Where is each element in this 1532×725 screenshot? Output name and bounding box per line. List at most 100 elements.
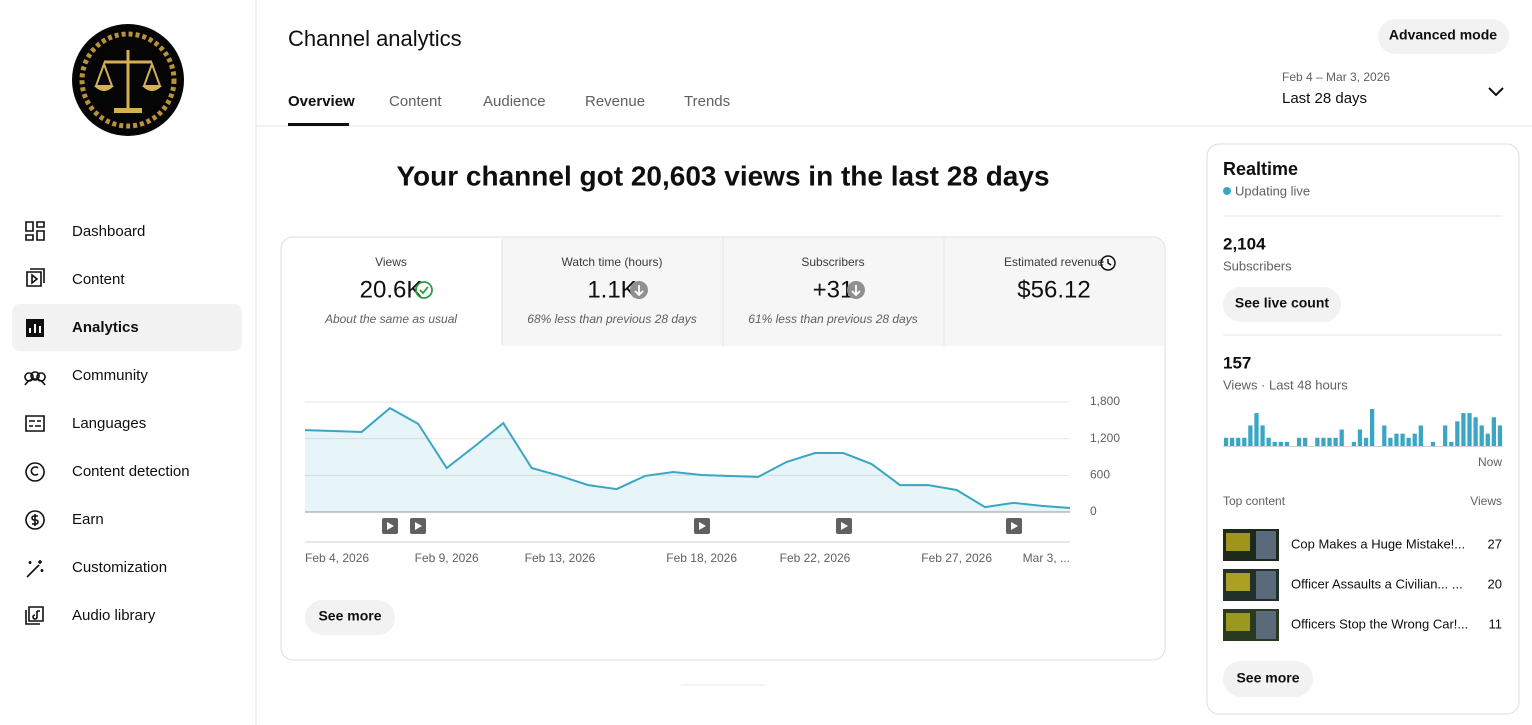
- metric-value[interactable]: $56.12: [1017, 276, 1090, 303]
- nav-item[interactable]: Earn: [72, 511, 104, 528]
- video-views: 20: [1488, 576, 1502, 591]
- nav-icon: [26, 560, 44, 578]
- period[interactable]: Last 28 days: [1282, 90, 1367, 107]
- metric-label[interactable]: Watch time (hours): [562, 255, 663, 269]
- top-content-label: Top content: [1223, 494, 1286, 508]
- bar: [1230, 437, 1235, 446]
- bar: [1473, 417, 1478, 446]
- metric-label[interactable]: Subscribers: [801, 255, 864, 269]
- x-tick-label: Feb 4, 2026: [305, 551, 369, 565]
- video-marker-play: [415, 522, 422, 530]
- nav-icon-bars: [29, 324, 41, 333]
- metric-tabs-inactive: [502, 238, 1164, 346]
- metric-label[interactable]: Views: [375, 255, 407, 269]
- period-dropdown[interactable]: [1488, 87, 1504, 97]
- realtime-see-more-label[interactable]: See more: [1236, 670, 1299, 686]
- tab[interactable]: Trends: [684, 93, 730, 110]
- realtime-views: 157: [1223, 353, 1251, 372]
- bar: [1406, 437, 1411, 446]
- x-axis-label: Now: [1478, 455, 1502, 469]
- metric-value[interactable]: 20.6K: [360, 276, 423, 303]
- bar: [1296, 437, 1302, 446]
- video-title[interactable]: Officers Stop the Wrong Car!...: [1291, 616, 1468, 631]
- date-range: Feb 4 – Mar 3, 2026: [1282, 70, 1390, 84]
- bar: [1370, 409, 1375, 446]
- x-tick-label: Feb 22, 2026: [780, 551, 851, 565]
- metric-label[interactable]: Estimated revenue: [1004, 255, 1104, 269]
- tab[interactable]: Content: [389, 93, 442, 110]
- video-marker-play: [387, 522, 394, 530]
- metric-note: About the same as usual: [324, 312, 457, 326]
- nav-icon: [25, 462, 45, 482]
- metrics: Views 20.6K About the same as usual Watch t…: [324, 255, 1104, 326]
- see-more-label[interactable]: See more: [318, 608, 381, 624]
- see-more-button[interactable]: [305, 600, 395, 635]
- bar: [1272, 441, 1277, 446]
- bar: [1339, 429, 1344, 446]
- area: [305, 408, 1070, 512]
- tab[interactable]: Audience: [483, 93, 546, 110]
- nav-item[interactable]: Audio library: [72, 607, 156, 624]
- bar: [1394, 433, 1399, 446]
- bar: [1303, 437, 1308, 446]
- active-nav-background: [12, 304, 242, 351]
- clock-icon: [1100, 255, 1116, 271]
- realtime-see-more-button[interactable]: [1223, 661, 1313, 697]
- x-tick-label: Mar 3, ...: [1023, 551, 1070, 565]
- y-tick-label: 0: [1090, 504, 1097, 518]
- y-tick-label: 1,800: [1090, 394, 1120, 408]
- thumbnail-accent: [1256, 531, 1276, 559]
- nav-icon: [25, 221, 45, 241]
- live-count-button[interactable]: [1223, 287, 1341, 322]
- nav-item[interactable]: Content: [72, 271, 125, 288]
- channel-logo[interactable]: [72, 24, 184, 136]
- nav-item[interactable]: Customization: [72, 559, 167, 576]
- video-title[interactable]: Officer Assaults a Civilian... ...: [1291, 576, 1463, 591]
- advanced-mode-label[interactable]: Advanced mode: [1389, 27, 1497, 43]
- video-title[interactable]: Cop Makes a Huge Mistake!...: [1291, 536, 1465, 551]
- nav-item[interactable]: Analytics: [72, 319, 139, 336]
- realtime-views-label: Views · Last 48 hours: [1223, 377, 1348, 392]
- bar: [1278, 441, 1283, 446]
- bar: [1236, 437, 1241, 446]
- bar: [1491, 417, 1496, 446]
- bar: [1333, 437, 1338, 446]
- nav-item[interactable]: Languages: [72, 415, 146, 432]
- bar: [1443, 425, 1448, 446]
- live-dot: [1223, 187, 1231, 195]
- bar: [1461, 413, 1466, 446]
- live-count-label[interactable]: See live count: [1235, 295, 1329, 311]
- realtime-title: Realtime: [1223, 159, 1298, 179]
- bar: [1449, 441, 1454, 446]
- nav-icon: [24, 371, 46, 386]
- x-tick-label: Feb 27, 2026: [921, 551, 992, 565]
- bar: [1321, 437, 1326, 446]
- bar: [1363, 437, 1369, 446]
- bar: [1485, 433, 1490, 446]
- bar: [1357, 429, 1363, 446]
- metric-value[interactable]: +31: [813, 276, 854, 303]
- advanced-mode-button[interactable]: [1378, 19, 1509, 54]
- nav-item[interactable]: Community: [72, 367, 148, 384]
- bar: [1412, 433, 1417, 446]
- metric-value[interactable]: 1.1K: [587, 276, 636, 303]
- bar: [1254, 413, 1259, 446]
- bar: [1400, 433, 1405, 446]
- x-tick-label: Feb 13, 2026: [525, 551, 596, 565]
- status-check: [415, 281, 433, 299]
- nav-icon: [25, 606, 44, 625]
- bar: [1430, 441, 1436, 446]
- nav-item[interactable]: Content detection: [72, 463, 190, 480]
- thumbnail-accent: [1256, 611, 1276, 639]
- bar: [1284, 441, 1290, 446]
- tab[interactable]: Revenue: [585, 93, 645, 110]
- tabs: Overview Content Audience Revenue Trends: [288, 93, 730, 110]
- headline: Your channel got 20,603 views in the las…: [396, 160, 1049, 191]
- nav-item[interactable]: Dashboard: [72, 223, 145, 240]
- line: [304, 406, 1071, 510]
- active-tab-indicator: [288, 123, 349, 126]
- top-content: Cop Makes a Huge Mistake!... 27 Officer As…: [1223, 529, 1502, 641]
- bar: [1388, 437, 1393, 446]
- tab[interactable]: Overview: [288, 93, 355, 110]
- x-tick-label: Feb 18, 2026: [666, 551, 737, 565]
